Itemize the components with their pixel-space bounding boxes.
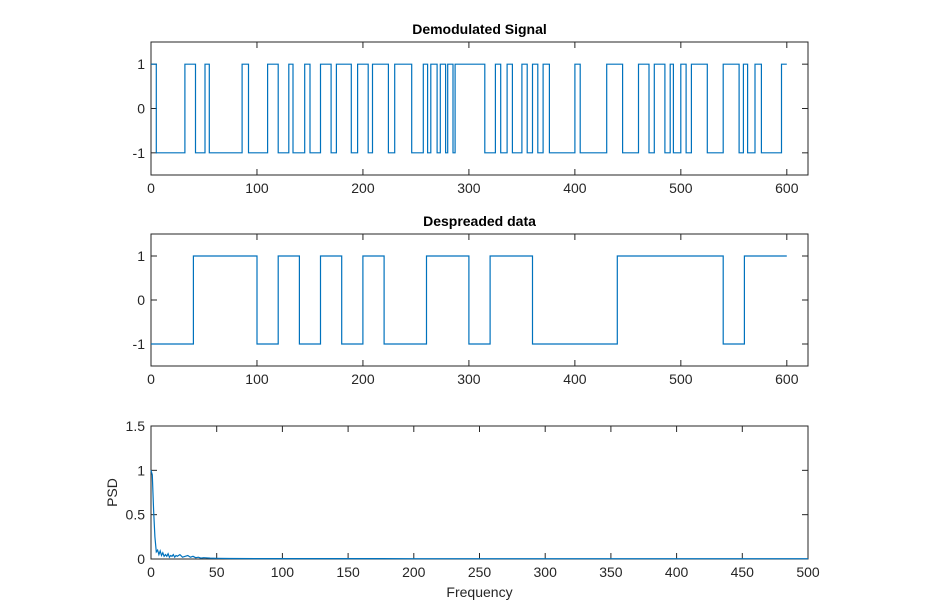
x-axis-label-3: Frequency bbox=[446, 584, 512, 600]
y-tick-label-2-0: 0 bbox=[137, 292, 145, 308]
y-tick-label-2-1: 1 bbox=[137, 248, 145, 264]
y-tick-label-3-0.5: 0.5 bbox=[126, 507, 146, 523]
y-tick-label-3-1.5: 1.5 bbox=[126, 418, 146, 434]
x-tick-label-3-0: 0 bbox=[147, 564, 155, 580]
axes-box-3 bbox=[150, 425, 809, 560]
x-tick-label-3-450: 450 bbox=[731, 564, 755, 580]
x-tick-label-1-200: 200 bbox=[351, 180, 375, 196]
x-tick-label-2-600: 600 bbox=[775, 371, 799, 387]
x-tick-label-3-400: 400 bbox=[665, 564, 689, 580]
x-tick-label-3-200: 200 bbox=[402, 564, 426, 580]
x-tick-label-3-500: 500 bbox=[796, 564, 820, 580]
y-tick-label-1-0: 0 bbox=[137, 101, 145, 117]
y-axis-label-3: PSD bbox=[104, 478, 120, 507]
y-tick-label-1--1: -1 bbox=[133, 145, 146, 161]
axes-box-1 bbox=[150, 41, 809, 176]
x-tick-label-3-150: 150 bbox=[336, 564, 360, 580]
subplot-title-1: Demodulated Signal bbox=[412, 21, 547, 37]
x-tick-label-2-500: 500 bbox=[669, 371, 693, 387]
x-tick-label-1-0: 0 bbox=[147, 180, 155, 196]
x-tick-label-3-50: 50 bbox=[209, 564, 225, 580]
x-tick-label-2-100: 100 bbox=[245, 371, 269, 387]
subplot-1: 0 100 200 300 400 500 600 -1 0 1 Demodulated Signa… bbox=[133, 21, 809, 196]
y-tick-label-3-1: 1 bbox=[137, 462, 145, 478]
x-tick-label-2-200: 200 bbox=[351, 371, 375, 387]
x-tick-label-1-300: 300 bbox=[457, 180, 481, 196]
y-tick-label-2--1: -1 bbox=[133, 336, 146, 352]
y-tick-label-1-1: 1 bbox=[137, 56, 145, 72]
x-tick-label-1-500: 500 bbox=[669, 180, 693, 196]
x-tick-label-2-0: 0 bbox=[147, 371, 155, 387]
subplot-title-2: Despreaded data bbox=[423, 213, 536, 229]
series-line-2-1 bbox=[151, 255, 787, 345]
x-tick-label-1-400: 400 bbox=[563, 180, 587, 196]
series-line-1-1 bbox=[151, 63, 787, 154]
subplot-3: 0 50 100 150 200 250 300 350 400 450 500 0 0.5 1 1.5 Fr… bbox=[104, 418, 820, 600]
series-line-3-1 bbox=[150, 470, 808, 560]
axes-box-2 bbox=[150, 233, 809, 367]
x-tick-label-3-250: 250 bbox=[468, 564, 492, 580]
x-tick-label-2-300: 300 bbox=[457, 371, 481, 387]
x-tick-label-2-400: 400 bbox=[563, 371, 587, 387]
x-tick-label-1-600: 600 bbox=[775, 180, 799, 196]
x-tick-label-1-100: 100 bbox=[245, 180, 269, 196]
x-tick-label-3-350: 350 bbox=[599, 564, 623, 580]
x-tick-label-3-100: 100 bbox=[271, 564, 295, 580]
subplot-2: 0 100 200 300 400 500 600 -1 0 1 Despreaded data bbox=[133, 213, 809, 387]
x-tick-label-3-300: 300 bbox=[534, 564, 558, 580]
y-tick-label-3-0: 0 bbox=[137, 551, 145, 567]
